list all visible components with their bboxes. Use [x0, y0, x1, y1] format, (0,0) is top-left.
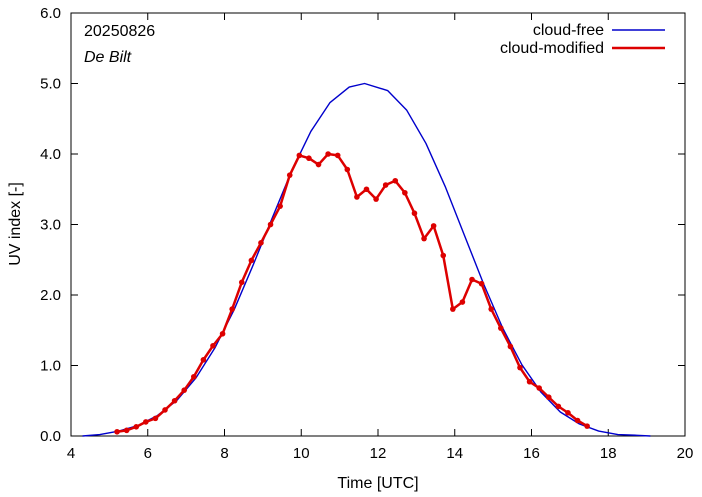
y-tick-label: 0.0	[40, 428, 61, 445]
data-point-cloud-modified	[210, 342, 216, 349]
x-tick-label: 8	[220, 445, 228, 462]
y-tick-label: 6.0	[40, 5, 61, 22]
plot-area	[70, 12, 686, 437]
station-annotation: De Bilt	[84, 49, 132, 66]
date-annotation: 20250826	[84, 23, 155, 40]
data-point-cloud-modified	[344, 166, 351, 173]
data-point-cloud-modified	[219, 330, 226, 337]
data-point-cloud-modified	[354, 194, 360, 200]
data-point-cloud-modified	[258, 240, 264, 246]
data-point-cloud-modified	[382, 182, 389, 188]
x-tick-label: 6	[144, 445, 152, 462]
data-point-cloud-modified	[200, 357, 207, 363]
data-point-cloud-modified	[277, 203, 283, 209]
x-tick-label: 20	[677, 445, 694, 462]
data-point-cloud-modified	[363, 186, 370, 193]
data-point-cloud-modified	[248, 257, 255, 264]
data-point-cloud-modified	[459, 299, 466, 305]
data-point-cloud-modified	[498, 325, 504, 331]
data-point-cloud-modified	[286, 172, 293, 178]
data-point-cloud-modified	[373, 196, 379, 202]
x-tick-label: 16	[523, 445, 540, 462]
data-point-cloud-modified	[517, 364, 523, 371]
data-point-cloud-modified	[181, 387, 188, 393]
data-point-cloud-modified	[296, 152, 303, 159]
data-point-cloud-modified	[267, 221, 274, 228]
data-point-cloud-modified	[421, 235, 427, 242]
data-point-cloud-modified	[507, 343, 514, 350]
tick-labels: 4 6 8 10 12 14 16 18 20 0.0 1.0 2.0 3.0 4.0 5.0 6.0	[40, 5, 693, 462]
data-point-cloud-modified	[306, 155, 312, 162]
data-point-cloud-modified	[402, 189, 408, 196]
data-point-cloud-modified	[162, 407, 168, 413]
x-axis-title: Time [UTC]	[337, 475, 418, 492]
data-point-cloud-modified	[469, 276, 475, 283]
data-point-cloud-modified	[526, 378, 533, 385]
data-point-cloud-modified	[555, 403, 562, 410]
data-point-cloud-modified	[565, 409, 571, 416]
x-tick-label: 4	[67, 445, 75, 462]
data-point-cloud-modified	[123, 427, 130, 434]
data-point-cloud-modified	[229, 306, 235, 312]
data-point-cloud-modified	[478, 280, 485, 287]
y-axis-title: UV index [-]	[7, 182, 24, 266]
data-point-cloud-modified	[411, 210, 418, 217]
legend-label-cloud-free: cloud-free	[533, 22, 604, 39]
data-point-cloud-modified	[143, 419, 149, 425]
data-point-cloud-modified	[545, 394, 552, 401]
x-tick-label: 12	[370, 445, 387, 462]
data-point-cloud-modified	[325, 151, 331, 157]
data-point-cloud-modified	[152, 415, 159, 422]
series-layer	[82, 82, 651, 437]
data-point-cloud-modified	[238, 279, 245, 286]
data-point-cloud-modified	[171, 397, 178, 404]
data-point-cloud-modified	[488, 306, 495, 312]
data-point-cloud-modified	[536, 385, 542, 391]
data-point-cloud-modified	[430, 223, 437, 229]
data-point-cloud-modified	[440, 252, 447, 259]
data-point-cloud-modified	[315, 161, 322, 168]
data-point-cloud-modified	[392, 177, 399, 184]
data-point-cloud-modified	[450, 306, 456, 312]
data-point-cloud-modified	[574, 417, 581, 424]
data-point-cloud-modified	[584, 423, 590, 429]
y-tick-label: 3.0	[40, 217, 61, 234]
x-tick-label: 14	[446, 445, 463, 462]
x-tick-label: 10	[293, 445, 310, 462]
series-line-cloud-modified	[116, 152, 588, 434]
axis-ticks	[70, 12, 686, 437]
data-point-cloud-modified	[334, 152, 341, 159]
x-tick-label: 18	[600, 445, 617, 462]
y-tick-label: 1.0	[40, 358, 61, 375]
data-point-cloud-modified	[114, 428, 120, 435]
data-point-cloud-modified	[133, 424, 140, 430]
legend-label-cloud-modified: cloud-modified	[500, 40, 604, 57]
data-point-cloud-modified	[191, 373, 197, 380]
legend: cloud-free cloud-modified	[500, 22, 665, 57]
y-tick-label: 5.0	[40, 76, 61, 93]
y-tick-label: 2.0	[40, 287, 61, 304]
y-tick-label: 4.0	[40, 146, 61, 163]
